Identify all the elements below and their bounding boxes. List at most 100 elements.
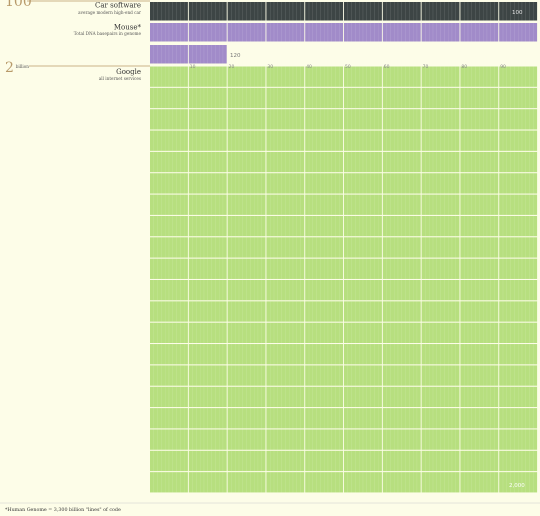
bar-google-block (305, 258, 344, 279)
bar-google-block (499, 408, 538, 429)
bar-google-block (227, 258, 266, 279)
bar-google-block (499, 386, 538, 408)
bar-google-block (421, 194, 460, 215)
bar-google-block (344, 365, 382, 386)
bar-google-block (499, 344, 538, 365)
bar-google-block (305, 87, 344, 109)
tick-label: 70 (423, 64, 429, 70)
bar-google-block (266, 87, 305, 109)
bar-google-block (460, 258, 499, 279)
bar-google-block (188, 450, 227, 472)
bar-google-block (305, 365, 344, 386)
bar-google-block (344, 215, 382, 237)
bar-google-block (499, 472, 538, 493)
bar-google-block (227, 130, 266, 151)
bar-google-block (460, 450, 499, 472)
bar-google-block (305, 173, 344, 194)
footnote: *Human Genome = 3,300 billion "lines" of… (5, 507, 121, 513)
bar-google-block (188, 408, 227, 429)
bar-google-block (382, 408, 421, 429)
bar-google-block (150, 429, 188, 450)
tick-label: 30 (267, 64, 273, 70)
bar-mouse-block (150, 45, 188, 64)
bar-google-block (344, 258, 382, 279)
bar-google-block (421, 365, 460, 386)
bar-google-block (460, 173, 499, 194)
bar-google-block (460, 301, 499, 322)
bar-google-block (150, 280, 188, 301)
bar-mouse-block (344, 23, 382, 42)
bar-google-block (499, 130, 538, 151)
tick-label: 40 (306, 64, 312, 70)
bar-google-block (382, 194, 421, 215)
bar-google-block (305, 472, 344, 493)
bar-google-block (150, 322, 188, 343)
bar-google-block (227, 429, 266, 450)
bar-google-block (499, 429, 538, 450)
bar-google-block (188, 301, 227, 322)
bar-google-block (188, 215, 227, 237)
bar-google-block (150, 130, 188, 151)
bar-google-block (305, 344, 344, 365)
bar-google-block (344, 151, 382, 173)
bar-google-block (344, 173, 382, 194)
value-label-mouse: 120 (230, 53, 241, 59)
bar-google-block (227, 173, 266, 194)
bar-google-block (150, 365, 188, 386)
bar-google-block (421, 322, 460, 343)
bar-mouse-block (460, 23, 499, 42)
bar-google-block (382, 66, 421, 87)
bar-google-block (344, 386, 382, 408)
bar-google-block (227, 344, 266, 365)
tick-label: 60 (384, 64, 390, 70)
bar-google-block (266, 365, 305, 386)
bar-google-block (188, 386, 227, 408)
bar-google-block (150, 450, 188, 472)
bar-google-block (266, 472, 305, 493)
bar-google-block (305, 408, 344, 429)
bar-google-block (266, 151, 305, 173)
bar-google-block (499, 365, 538, 386)
bar-google-block (188, 194, 227, 215)
bar-google-block (382, 173, 421, 194)
bar-google-block (227, 301, 266, 322)
series-title-car: Car software (95, 2, 141, 10)
bar-google-block (227, 237, 266, 258)
bar-google-block (499, 173, 538, 194)
bar-google-block (382, 450, 421, 472)
bar-google-block (499, 66, 538, 87)
bar-google-block (421, 237, 460, 258)
bar-google-block (460, 472, 499, 493)
bar-google-block (150, 151, 188, 173)
bar-google-block (305, 301, 344, 322)
bar-google-block (305, 194, 344, 215)
bar-google-block (421, 280, 460, 301)
bar-google-block (266, 194, 305, 215)
bar-google-block (344, 237, 382, 258)
bar-google-block (460, 130, 499, 151)
scale-label-100: 100 (5, 0, 32, 10)
bar-google-block (266, 237, 305, 258)
bar-google-block (344, 194, 382, 215)
bar-google-block (499, 237, 538, 258)
bar-google-block (382, 344, 421, 365)
bar-google-block (266, 322, 305, 343)
bar-mouse-block (421, 23, 460, 42)
bar-google-block (188, 151, 227, 173)
bar-car-software-block (305, 2, 344, 21)
bar-google-block (227, 386, 266, 408)
bar-google-block (150, 66, 188, 87)
bar-google-block (150, 344, 188, 365)
bar-google-block (460, 280, 499, 301)
bar-google-block (227, 322, 266, 343)
bar-car-software-block (150, 2, 188, 21)
bar-google-block (460, 87, 499, 109)
bar-google-block (460, 429, 499, 450)
bar-google-block (421, 450, 460, 472)
series-subtitle-google: all internet services (99, 76, 141, 81)
bar-google-block (266, 258, 305, 279)
bar-google-block (266, 386, 305, 408)
bar-google-block (227, 408, 266, 429)
bar-car-software-block (382, 2, 421, 21)
tick-label: 10 (190, 64, 196, 70)
